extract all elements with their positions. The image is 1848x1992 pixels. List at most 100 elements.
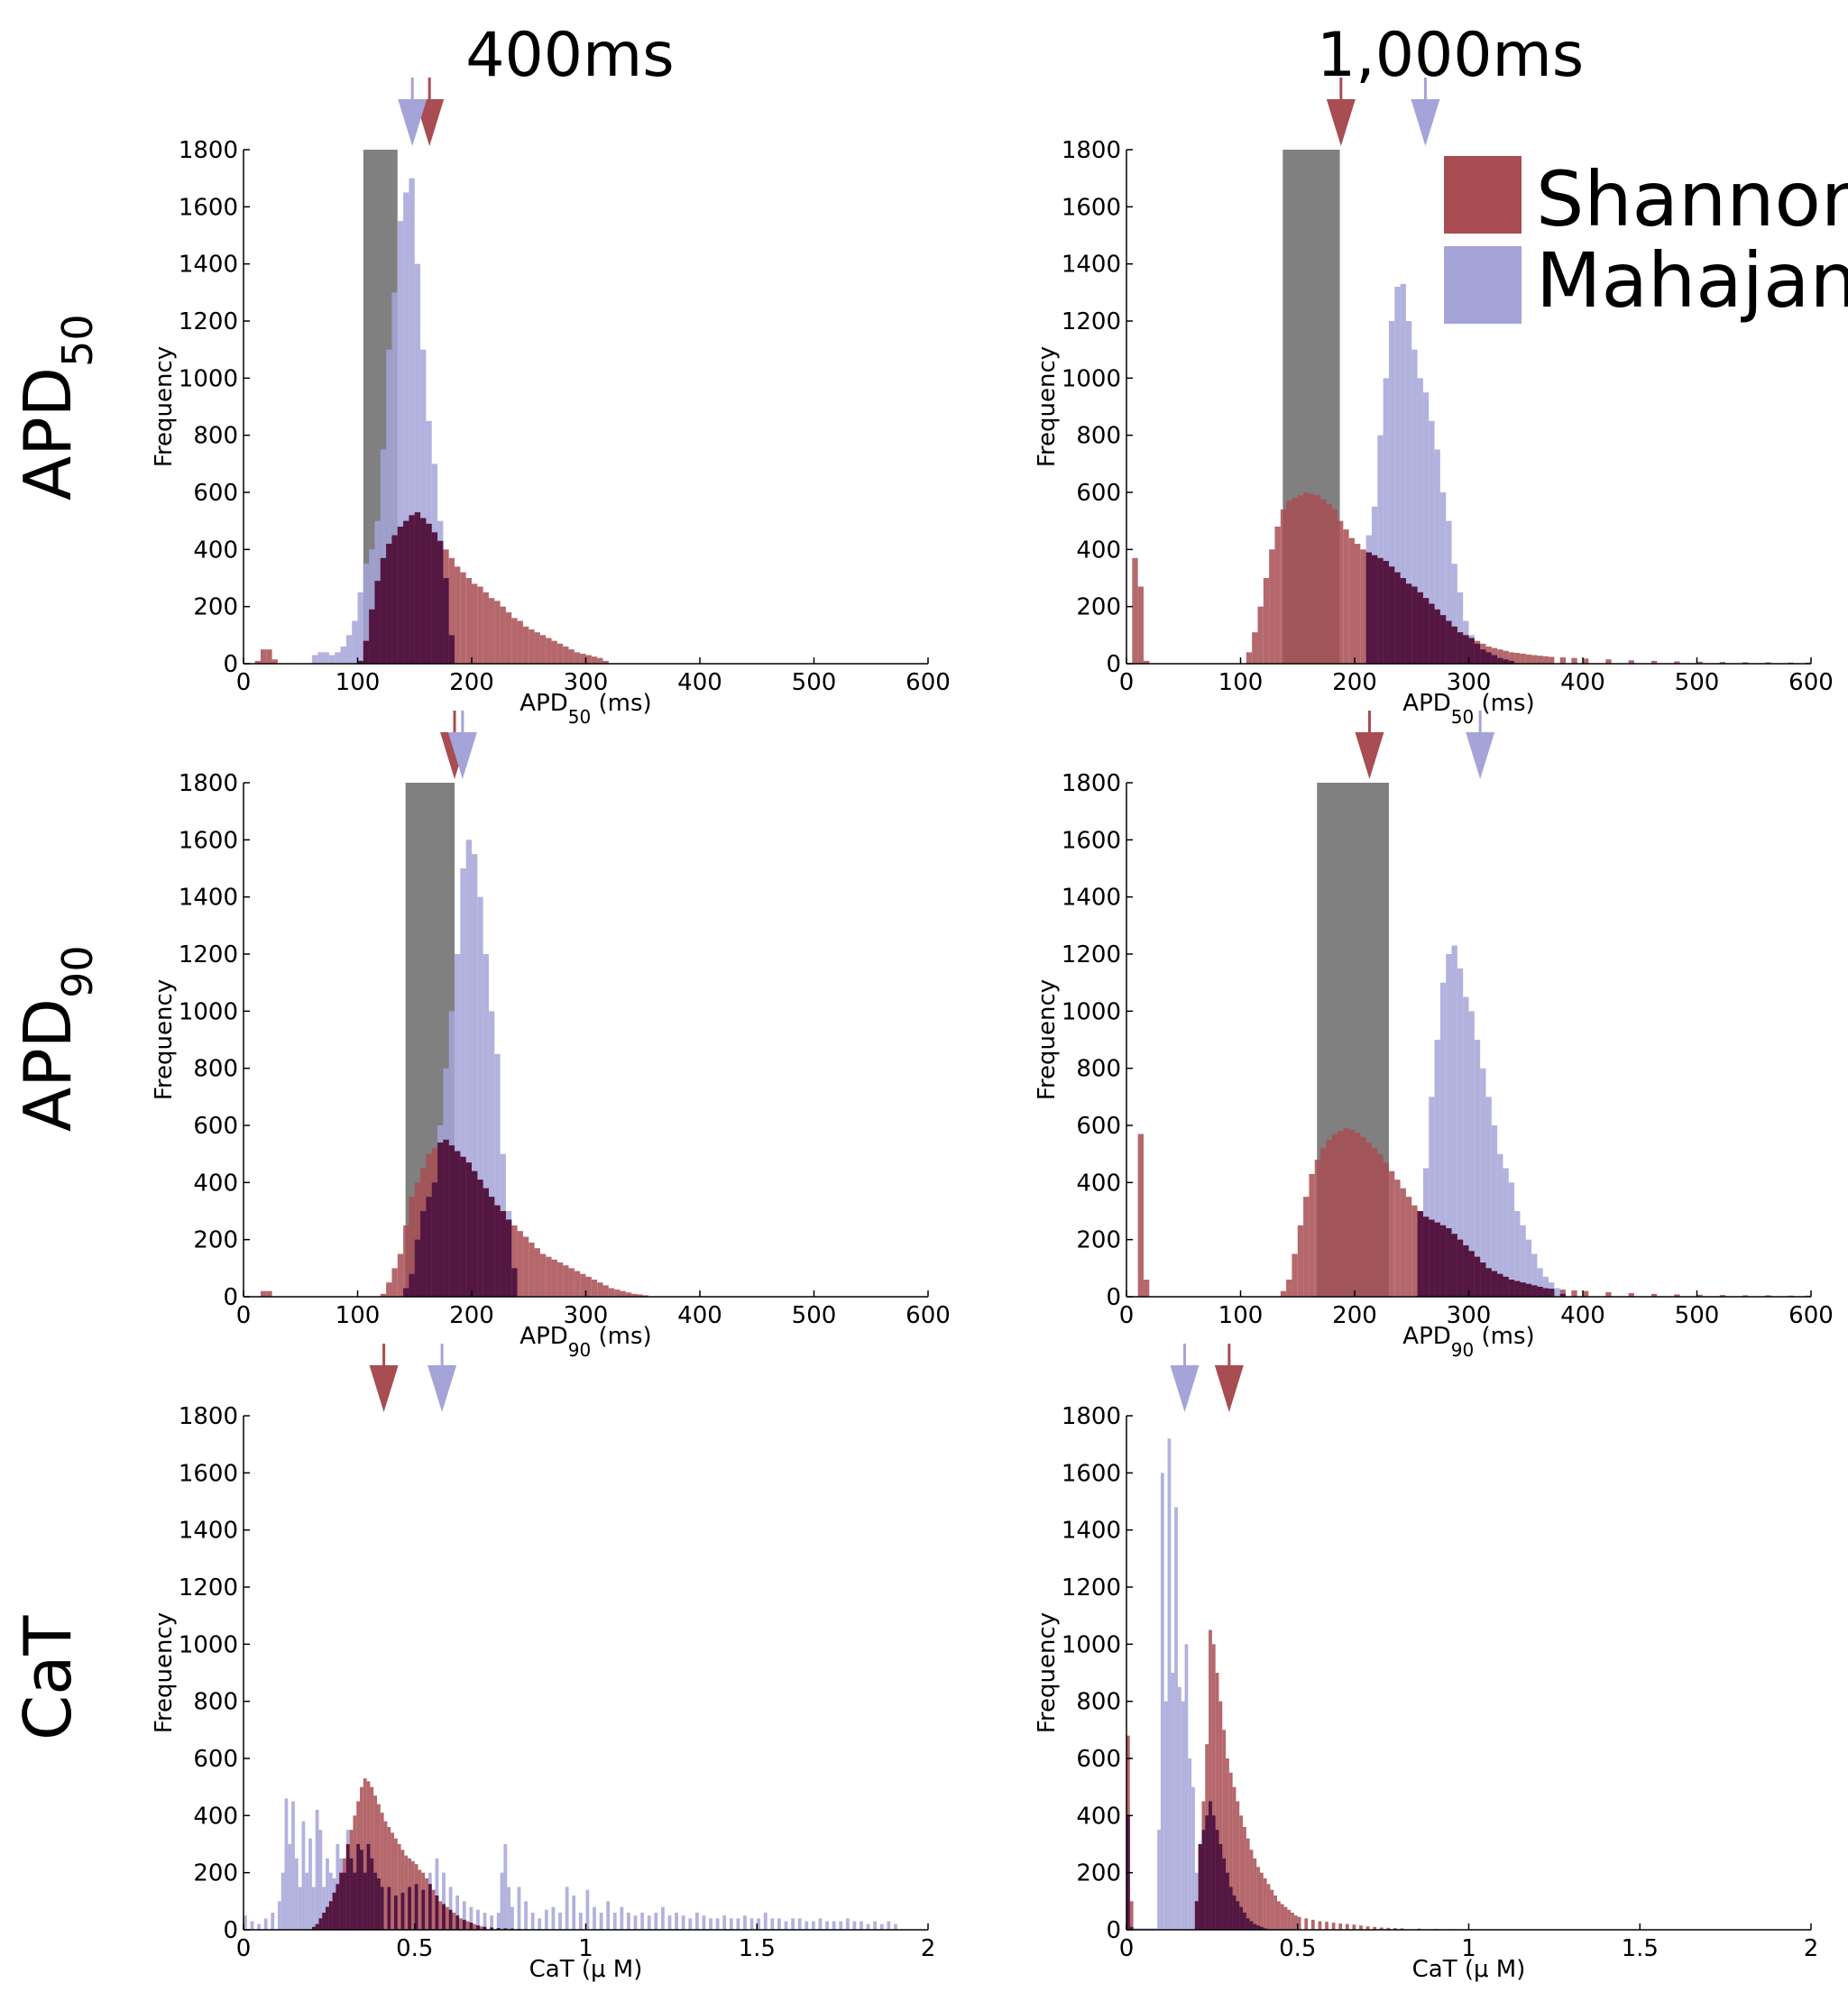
- mahajan-bar: [308, 1838, 312, 1930]
- y-tick-label: 0: [1106, 651, 1121, 678]
- overlap-bar: [443, 1139, 449, 1297]
- shannon-bar: [1270, 1889, 1274, 1930]
- x-tick-label: 200: [449, 1302, 494, 1329]
- shannon-bar: [397, 1844, 401, 1930]
- shannon-bar: [1292, 498, 1298, 664]
- mahajan-bar: [702, 1915, 706, 1930]
- column-title-400ms: 400ms: [465, 20, 674, 91]
- shannon-bar: [1273, 1896, 1277, 1930]
- mahajan-bar: [335, 652, 341, 664]
- mahajan-bar: [455, 954, 461, 1297]
- mahajan-bar: [442, 1872, 446, 1930]
- shannon-bar: [455, 566, 461, 664]
- shannon-bar: [1559, 657, 1567, 664]
- mahajan-bar: [565, 1886, 569, 1930]
- mahajan-bar: [1429, 1097, 1435, 1297]
- shannon-bar: [380, 1293, 387, 1297]
- shannon-bar: [568, 1268, 575, 1297]
- mahajan-bar: [599, 1913, 603, 1930]
- y-tick-label: 1600: [179, 194, 238, 221]
- shannon-bar: [1129, 1901, 1134, 1930]
- mean-arrow-head-shannon: [1326, 99, 1356, 146]
- mahajan-bar: [1474, 1040, 1481, 1297]
- mean-arrow-head-mahajan: [1466, 732, 1495, 779]
- shannon-bar: [363, 1778, 367, 1930]
- panel-apd90-400: 0 200 400 600 800 1000 1200 1400 1600 1800 0 100 200…: [151, 711, 951, 1361]
- mahajan-bar: [357, 592, 363, 664]
- mahajan-bar: [894, 1923, 897, 1930]
- mahajan-bar: [1485, 1097, 1492, 1297]
- mahajan-bar: [291, 1801, 295, 1930]
- x-tick-label: 400: [677, 1302, 722, 1329]
- mahajan-bar: [284, 1798, 289, 1930]
- shannon-bar: [472, 583, 478, 664]
- mahajan-bar: [311, 1886, 316, 1930]
- overlap-bar: [455, 1151, 461, 1297]
- shannon-bar: [1338, 520, 1344, 664]
- x-axis-label: CaT (μ M): [529, 1956, 643, 1983]
- shannon-bar: [494, 601, 501, 664]
- x-tick-label: 0: [1119, 1302, 1135, 1329]
- overlap-bar: [1246, 1918, 1250, 1930]
- overlap-bar: [397, 527, 404, 664]
- overlap-bar: [505, 1219, 512, 1297]
- row-label-apd90: APD90: [10, 945, 102, 1132]
- mahajan-bar: [715, 1918, 720, 1930]
- shannon-bar: [1765, 662, 1771, 664]
- mean-arrow-head-mahajan: [447, 732, 477, 779]
- mahajan-bar: [507, 1886, 511, 1930]
- mean-arrow-head-shannon: [1214, 1365, 1244, 1412]
- shannon-bar: [1246, 1838, 1250, 1930]
- shannon-bar: [620, 1290, 626, 1297]
- mahajan-bar: [1439, 982, 1447, 1297]
- y-tick-label: 1800: [179, 1403, 238, 1430]
- overlap-bar: [403, 520, 409, 664]
- mahajan-bar: [667, 1915, 672, 1930]
- mahajan-bar: [1542, 1276, 1549, 1297]
- shannon-bar: [1274, 527, 1281, 664]
- shannon-bar: [511, 1225, 518, 1297]
- overlap-bar: [431, 532, 438, 664]
- mahajan-bar: [477, 896, 483, 1297]
- shannon-bar: [500, 606, 506, 664]
- shannon-bar: [1628, 660, 1634, 664]
- mahajan-bar: [1394, 287, 1401, 664]
- overlap-bar: [483, 1188, 489, 1297]
- panel-apd50-1000: 0 200 400 600 800 1000 1200 1400 1600 1800 0 100 200…: [1034, 78, 1834, 728]
- mahajan-bar: [1514, 1211, 1521, 1297]
- overlap-bar: [403, 1288, 409, 1297]
- shannon-bar: [266, 649, 272, 664]
- x-tick-label: 500: [1675, 1302, 1720, 1329]
- shannon-bar: [1309, 1173, 1315, 1297]
- overlap-bar: [1417, 1211, 1423, 1297]
- y-tick-label: 1800: [1062, 137, 1121, 164]
- shannon-bar: [460, 572, 466, 664]
- x-tick-label: 300: [564, 669, 609, 696]
- x-tick-label: 400: [677, 669, 722, 696]
- mahajan-bar: [879, 1923, 884, 1930]
- shannon-bar: [1137, 586, 1144, 664]
- mahajan-bar: [1537, 1268, 1543, 1297]
- shannon-bar: [410, 1861, 415, 1930]
- column-title-1000ms: 1,000ms: [1317, 20, 1584, 91]
- shannon-bar: [1326, 503, 1332, 664]
- mahajan-bar: [311, 655, 318, 664]
- overlap-bar: [496, 1928, 501, 1930]
- shannon-bar: [1503, 650, 1509, 664]
- y-tick-label: 1600: [1062, 827, 1121, 854]
- shannon-bar: [1537, 656, 1543, 664]
- shannon-bar: [1266, 1884, 1271, 1930]
- overlap-bar: [1209, 1801, 1212, 1930]
- mahajan-bar: [736, 1918, 740, 1930]
- mahajan-bar: [244, 1915, 247, 1930]
- shannon-bar: [1209, 1629, 1212, 1930]
- overlap-bar: [318, 1918, 323, 1930]
- overlap-bar: [386, 544, 392, 664]
- shannon-bar: [539, 635, 547, 664]
- x-tick-label: 600: [1788, 669, 1834, 696]
- mahajan-bar: [1446, 954, 1452, 1297]
- shannon-bar: [1628, 1292, 1634, 1297]
- mahajan-bar: [420, 349, 427, 664]
- mahajan-bar: [340, 647, 346, 664]
- overlap-bar: [1446, 1228, 1452, 1297]
